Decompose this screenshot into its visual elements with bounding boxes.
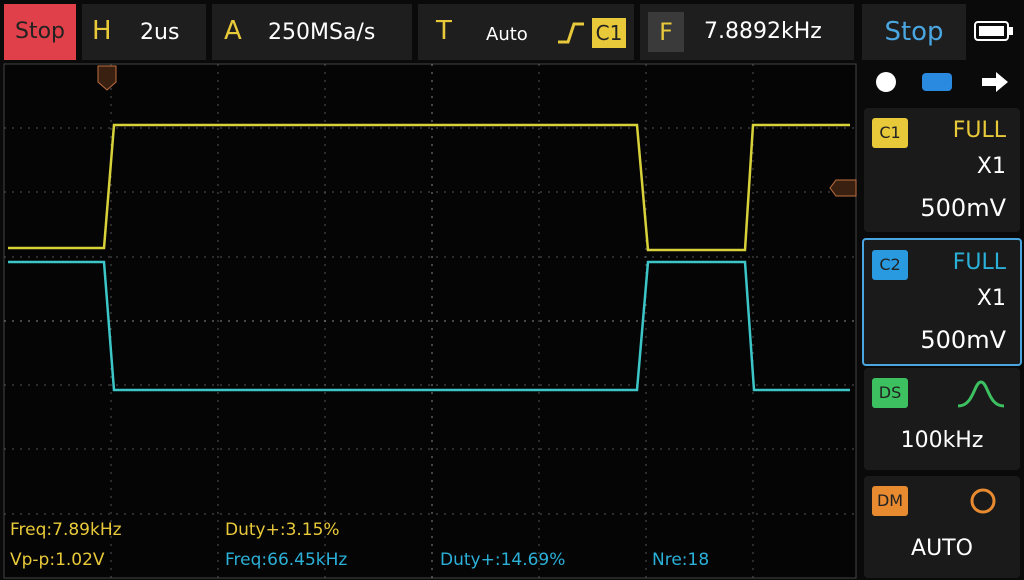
trigger-level-marker — [829, 179, 857, 197]
ds-panel[interactable]: DS 100kHz — [864, 368, 1020, 470]
label: A — [224, 16, 242, 46]
measurement: Nre:18 — [652, 550, 710, 570]
channel-tag: C2 — [872, 250, 908, 280]
battery-icon — [974, 21, 1013, 41]
label: T — [436, 16, 452, 46]
channel-1-panel[interactable]: C1 FULL X1 500mV — [864, 108, 1020, 232]
label: H — [92, 16, 112, 46]
status: Stop — [862, 4, 966, 60]
edge-icon — [558, 22, 584, 44]
channel-2-panel[interactable]: C2 FULL X1 500mV — [862, 238, 1022, 366]
acquisition-panel[interactable]: A 250MSa/s — [212, 4, 412, 60]
waveform-area — [3, 63, 857, 579]
scale: 500mV — [920, 326, 1006, 354]
frequency-panel: F 7.8892kHz — [640, 4, 854, 60]
value: 7.8892kHz — [704, 19, 822, 44]
run-button[interactable]: Stop — [4, 4, 76, 60]
probe: X1 — [976, 286, 1006, 311]
dm-tag: DM — [872, 486, 908, 516]
ds-tag: DS — [872, 378, 908, 408]
coupling: FULL — [952, 118, 1006, 143]
trigger-position-marker — [97, 65, 117, 91]
measurement: Duty+:14.69% — [440, 550, 566, 570]
horizontal-panel[interactable]: H 2us — [82, 4, 206, 60]
trace-c1 — [8, 123, 850, 252]
trace-c2 — [8, 260, 850, 392]
measurement: Freq:7.89kHz — [10, 520, 122, 540]
scale: 500mV — [920, 194, 1006, 222]
label: F — [648, 12, 684, 52]
dm-value: AUTO — [911, 536, 973, 561]
measurement: Vp-p:1.02V — [10, 550, 105, 570]
measurement: Duty+:3.15% — [225, 520, 340, 540]
mode: Auto — [486, 24, 528, 45]
trigger-panel[interactable]: T Auto C1 — [418, 4, 634, 60]
measurement: Freq:66.45kHz — [225, 550, 348, 570]
channel-tag: C1 — [872, 118, 908, 148]
auto-icon — [970, 488, 996, 514]
toolbar-icons — [876, 72, 1008, 92]
source: C1 — [592, 18, 626, 48]
ds-value: 100kHz — [900, 428, 984, 453]
value: 250MSa/s — [268, 20, 376, 45]
coupling: FULL — [952, 250, 1006, 275]
probe: X1 — [976, 154, 1006, 179]
value: 2us — [140, 20, 180, 45]
dm-panel[interactable]: DM AUTO — [864, 476, 1020, 578]
plot-frame — [3, 63, 857, 579]
grid — [4, 64, 856, 578]
filter-icon — [957, 380, 1005, 408]
